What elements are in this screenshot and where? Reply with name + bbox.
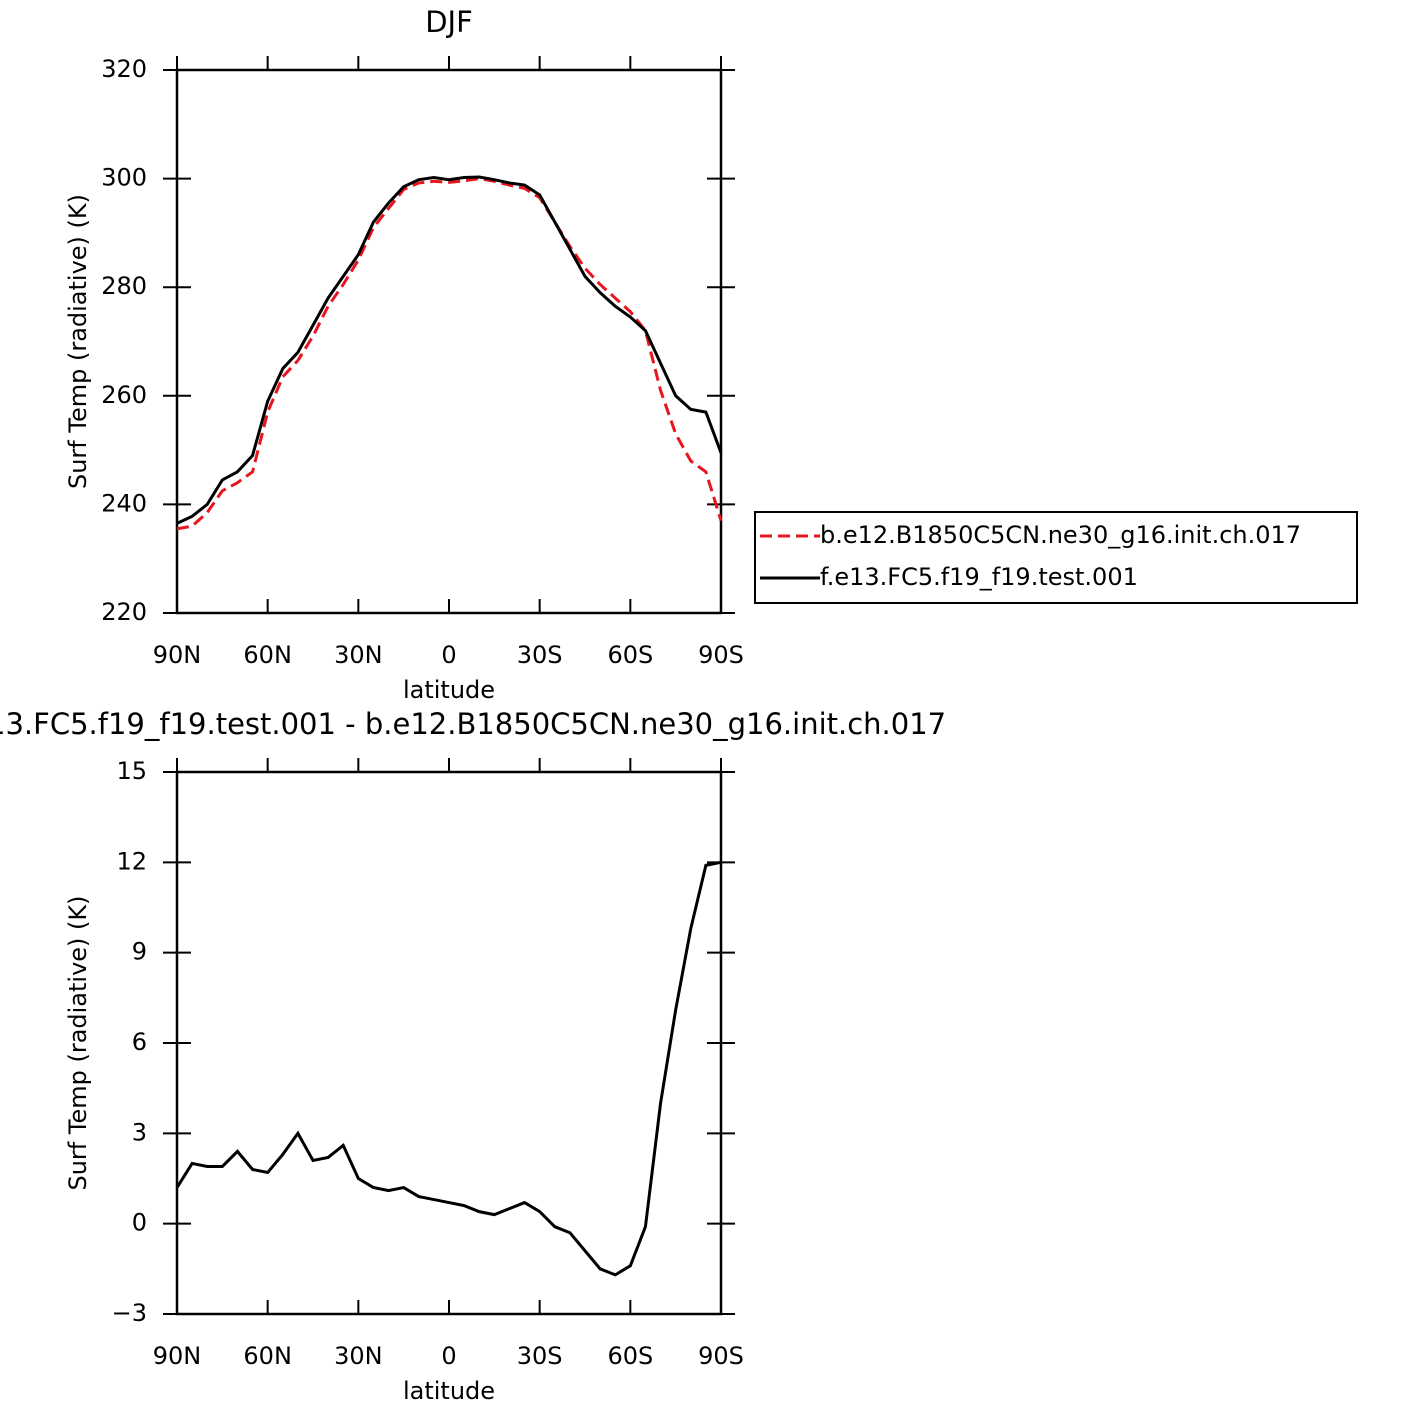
x-tick-label: 90N [153, 641, 202, 669]
plot-frame [175, 770, 723, 1316]
data-line [176, 175, 723, 525]
y-tick-label: 0 [132, 1209, 147, 1237]
chart-title: DJF [425, 5, 473, 39]
data-line [175, 860, 722, 1277]
x-tick-label: 60S [607, 1342, 653, 1370]
legend-label: f.e13.FC5.f19_f19.test.001 [820, 563, 1138, 591]
x-tick-label: 30S [517, 1342, 563, 1370]
x-tick-label: 0 [441, 1342, 456, 1370]
x-axis-label: latitude [403, 676, 495, 704]
y-tick-label: 3 [132, 1118, 147, 1146]
y-tick-label: 280 [101, 272, 147, 300]
y-tick-label: 220 [101, 598, 147, 626]
x-tick-label: 90N [153, 1342, 202, 1370]
x-tick-label: 90S [698, 641, 744, 669]
x-tick-label: 60S [607, 641, 653, 669]
chart-title: f.e13.FC5.f19_f19.test.001 - b.e12.B1850… [0, 707, 946, 741]
x-axis-label: latitude [403, 1377, 495, 1405]
x-tick-label: 0 [441, 641, 456, 669]
legend-box [754, 511, 1358, 604]
x-tick-label: 60N [243, 1342, 292, 1370]
y-tick-label: 300 [101, 164, 147, 192]
x-tick-label: 90S [698, 1342, 744, 1370]
y-tick-label: 9 [132, 938, 147, 966]
y-tick-label: 6 [132, 1028, 147, 1056]
y-axis-label: Surf Temp (radiative) (K) [64, 194, 92, 489]
y-tick-label: 15 [116, 757, 147, 785]
y-tick-label: −3 [112, 1299, 147, 1327]
plot-frame [175, 68, 723, 615]
y-tick-label: 320 [101, 55, 147, 83]
data-line [176, 177, 723, 531]
y-tick-label: 12 [116, 847, 147, 875]
x-tick-label: 30N [334, 641, 383, 669]
legend-label: b.e12.B1850C5CN.ne30_g16.init.ch.017 [820, 521, 1301, 549]
x-tick-label: 30N [334, 1342, 383, 1370]
x-tick-label: 30S [517, 641, 563, 669]
y-tick-label: 240 [101, 489, 147, 517]
y-axis-label: Surf Temp (radiative) (K) [64, 895, 92, 1190]
y-tick-label: 260 [101, 381, 147, 409]
x-tick-label: 60N [243, 641, 292, 669]
